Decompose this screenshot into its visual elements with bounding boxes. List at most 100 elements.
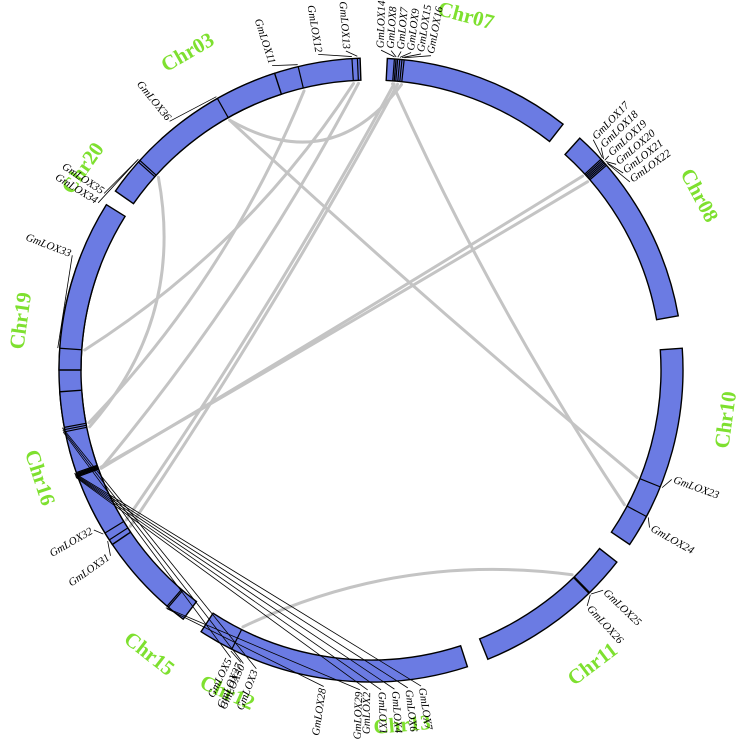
gene-leader-line: [399, 52, 412, 58]
synteny-link: [87, 89, 306, 425]
gene-leader-line: [592, 139, 603, 159]
gene-leader-line: [62, 427, 257, 669]
gene-leader-line: [605, 161, 617, 165]
gene-marker: [64, 422, 87, 428]
chromosome-label-chr13: Chr13: [372, 710, 431, 739]
gene-leader-line: [606, 162, 624, 174]
gene-label: GmLOX33: [24, 231, 73, 259]
gene-marker: [167, 590, 184, 608]
gene-leader-line: [600, 147, 605, 160]
gene-leader-line: [604, 155, 610, 161]
gene-marker: [586, 161, 604, 177]
gene-leader-line: [318, 53, 352, 57]
gene-marker: [395, 59, 399, 82]
gene-label: GmLOX8: [385, 6, 400, 49]
synteny-links: [83, 81, 639, 629]
gene-marker: [351, 58, 354, 81]
gene-leader-line: [590, 589, 604, 595]
chromosome-ring: [58, 57, 684, 683]
chromosome-block-chr19: [58, 203, 127, 371]
gene-label: GmLOX9: [405, 7, 422, 51]
gene-marker: [397, 59, 401, 82]
chromosome-block-chr20: [114, 72, 283, 205]
gene-marker: [392, 58, 395, 81]
gene-marker: [216, 98, 229, 118]
gene-marker: [138, 161, 156, 178]
gene-label: GmLOX28: [310, 687, 329, 736]
gene-marker: [573, 576, 591, 593]
gene-marker: [59, 347, 82, 351]
gene-marker: [77, 468, 99, 478]
gene-label: GmLOX11: [252, 17, 278, 65]
gene-leader-line: [345, 50, 358, 57]
gene-leader-line: [75, 476, 382, 691]
gene-label: GmLOX36: [134, 79, 174, 124]
gene-label: GmLOX29: [352, 691, 366, 740]
gene-marker: [573, 577, 590, 594]
chromosome-label-chr19: Chr19: [4, 291, 36, 351]
chromosome-block-chr07: [385, 57, 565, 143]
synteny-link: [124, 82, 396, 522]
gene-marker: [585, 159, 603, 176]
gene-marker: [77, 467, 99, 477]
gene-leader-line: [166, 608, 324, 687]
gene-leader-line: [272, 64, 298, 67]
gene-label: GmLOX4: [389, 691, 404, 734]
gene-leader-line: [380, 49, 395, 58]
gene-leader-line: [647, 517, 650, 528]
gene-label: GmLOX14: [375, 0, 389, 48]
synteny-link: [128, 82, 400, 528]
gene-marker: [231, 629, 243, 650]
gene-leader-line: [390, 50, 397, 58]
chromosome-block-chr10: [610, 347, 684, 546]
gene-leader-line: [586, 594, 591, 607]
gene-marker: [104, 521, 125, 534]
gene-marker: [76, 466, 99, 476]
gene-marker: [65, 426, 87, 433]
gene-leader-line: [230, 650, 242, 663]
gene-label: GmLOX6: [403, 689, 420, 733]
synteny-link: [228, 118, 639, 480]
chromosome-label-chr15: Chr15: [120, 626, 180, 680]
chromosome-label-chr07: Chr07: [435, 0, 496, 34]
synteny-link: [83, 82, 355, 352]
gene-leader-line: [74, 473, 408, 689]
synteny-link: [99, 180, 590, 469]
gene-leader-line: [74, 474, 395, 690]
gene-marker: [297, 66, 304, 89]
gene-leader-line: [57, 255, 73, 349]
synteny-link: [88, 175, 166, 429]
gene-marker: [64, 424, 87, 431]
gene-marker: [589, 164, 607, 181]
gene-marker: [626, 505, 647, 518]
synteny-link: [391, 82, 626, 507]
gene-leader-line: [165, 607, 360, 691]
gene-marker: [588, 163, 606, 180]
chromosome-block-chr12: [200, 612, 469, 683]
gene-marker: [399, 59, 403, 82]
gene-marker: [109, 527, 129, 541]
gene-label: GmLOX31: [66, 552, 112, 589]
gene-marker: [639, 478, 661, 488]
gene-label: GmLOX2: [361, 691, 373, 734]
gene-label: GmLOX7: [395, 6, 411, 50]
gene-leader-line: [169, 96, 217, 122]
synteny-link: [228, 83, 403, 144]
gene-label: GmLOX13: [336, 1, 352, 50]
gene-leader-line: [607, 163, 631, 183]
chromosome-label-chr08: Chr08: [676, 164, 724, 226]
gene-label: GmLOX1: [376, 692, 389, 735]
gene-label: GmLOX23: [672, 474, 721, 502]
chromosome-label-chr10: Chr10: [709, 390, 741, 450]
gene-label: GmLOX24: [649, 523, 697, 557]
chromosome-block-chr11: [478, 547, 618, 661]
gene-leader-line: [397, 51, 402, 58]
gene-leader-line: [75, 477, 368, 691]
gene-leader-line: [97, 158, 139, 204]
gene-marker: [401, 59, 405, 82]
gene-marker: [587, 162, 605, 178]
gene-marker: [166, 589, 182, 607]
gene-marker: [584, 158, 602, 175]
chromosome-label-chr03: Chr03: [157, 27, 219, 76]
